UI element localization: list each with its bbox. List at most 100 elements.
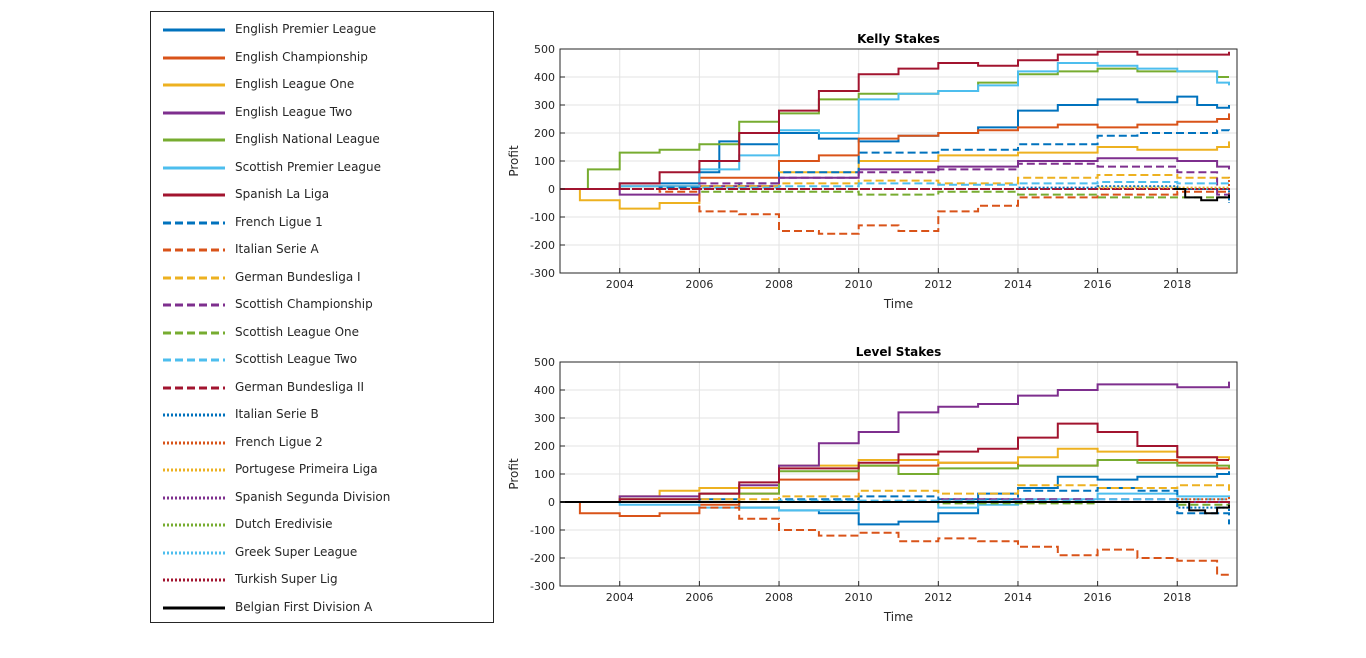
legend-label: English League Two <box>235 104 353 119</box>
legend-entry: English National League <box>151 130 491 150</box>
series-line <box>560 501 1229 576</box>
series-line <box>560 422 1229 503</box>
legend-entry: Greek Super League <box>151 543 491 563</box>
x-tick-label: 2006 <box>685 278 713 291</box>
y-tick-label: 300 <box>534 99 555 112</box>
x-tick-label: 2004 <box>606 278 634 291</box>
series-line <box>560 62 1230 190</box>
series-line <box>560 141 1230 210</box>
series-line <box>560 188 1230 235</box>
legend-swatch <box>163 56 225 59</box>
x-tick-label: 2004 <box>606 591 634 604</box>
legend: English Premier League English Championsh… <box>150 11 494 623</box>
y-tick-label: 100 <box>534 468 555 481</box>
legend-entry: Italian Serie A <box>151 240 491 260</box>
legend-swatch <box>163 138 225 142</box>
series-line <box>560 50 1230 190</box>
series-line <box>560 67 1229 190</box>
series-line <box>1173 188 1230 202</box>
legend-label: Portugese Primeira Liga <box>235 462 378 476</box>
legend-swatch <box>163 83 225 87</box>
x-tick-label: 2006 <box>685 591 713 604</box>
y-tick-label: 200 <box>534 127 555 140</box>
x-tick-label: 2008 <box>765 278 793 291</box>
legend-entry: Scottish League One <box>151 323 491 343</box>
legend-entry: Scottish League Two <box>151 350 491 370</box>
series-line <box>560 484 1230 503</box>
legend-entry: Scottish Championship <box>151 295 491 315</box>
legend-swatch <box>163 193 225 197</box>
x-tick-label: 2014 <box>1004 278 1032 291</box>
legend-label: Scottish Premier League <box>235 159 382 174</box>
legend-label: English National League <box>235 132 380 146</box>
legend-entry: German Bundesliga I <box>151 268 491 288</box>
y-tick-label: 500 <box>534 356 555 369</box>
legend-label: Greek Super League <box>235 544 358 559</box>
legend-entry: English Championship <box>151 48 491 68</box>
legend-label: Italian Serie A <box>235 242 319 256</box>
series-line <box>560 174 1230 190</box>
legend-swatch <box>163 606 225 609</box>
legend-label: Scottish League Two <box>235 352 358 366</box>
legend-swatch <box>163 111 225 114</box>
y-tick-label: 500 <box>534 43 555 56</box>
y-tick-label: -300 <box>530 267 555 280</box>
y-tick-label: -200 <box>530 239 555 252</box>
legend-label: Scottish League One <box>235 324 360 339</box>
y-tick-label: 300 <box>534 412 555 425</box>
legend-label: English Premier League <box>235 22 377 36</box>
y-tick-label: 200 <box>534 440 555 453</box>
legend-entry: French Ligue 2 <box>151 433 491 453</box>
y-tick-label: 0 <box>548 183 555 196</box>
y-axis-label: Profit <box>507 145 521 177</box>
legend-label: Spanish La Liga <box>235 187 330 201</box>
y-tick-label: 400 <box>534 71 555 84</box>
legend-swatch <box>163 303 225 307</box>
legend-label: Scottish Championship <box>235 297 373 311</box>
legend-swatch <box>163 358 225 362</box>
legend-swatch <box>163 248 225 252</box>
x-tick-label: 2014 <box>1004 591 1032 604</box>
chart-title: Level Stakes <box>856 345 941 359</box>
legend-label: Italian Serie B <box>235 407 319 421</box>
y-tick-label: -100 <box>530 524 555 537</box>
x-axis-label: Time <box>883 297 913 311</box>
legend-label: English League One <box>235 77 355 91</box>
legend-entry: English League Two <box>151 103 491 123</box>
legend-entry: Portugese Primeira Liga <box>151 460 491 480</box>
legend-label: English Championship <box>235 49 368 64</box>
legend-label: French Ligue 2 <box>235 434 323 449</box>
x-tick-label: 2018 <box>1163 278 1191 291</box>
legend-label: German Bundesliga I <box>235 269 361 284</box>
legend-swatch <box>163 28 225 32</box>
legend-entry: Italian Serie B <box>151 405 491 425</box>
x-tick-label: 2008 <box>765 591 793 604</box>
legend-label: French Ligue 1 <box>235 214 323 229</box>
y-tick-label: 400 <box>534 384 555 397</box>
chart-0: 2004 2006 2008 2010 2012 2014 2016 2018 -300 -200… <box>507 32 1238 311</box>
x-tick-label: 2016 <box>1084 591 1112 604</box>
legend-label: Turkish Super Lig <box>235 572 338 586</box>
y-tick-label: -300 <box>530 580 555 593</box>
legend-entry: English Premier League <box>151 20 491 40</box>
x-tick-label: 2012 <box>924 591 952 604</box>
legend-swatch <box>163 221 225 224</box>
legend-swatch <box>163 166 225 169</box>
x-tick-label: 2016 <box>1084 278 1112 291</box>
legend-swatch <box>163 276 225 279</box>
y-tick-label: -200 <box>530 552 555 565</box>
y-tick-label: 0 <box>548 496 555 509</box>
series-line <box>560 447 1230 503</box>
x-axis-label: Time <box>883 610 913 624</box>
x-tick-label: 2010 <box>845 591 873 604</box>
legend-entry: French Ligue 1 <box>151 213 491 233</box>
x-tick-label: 2012 <box>924 278 952 291</box>
legend-swatch <box>163 386 225 389</box>
legend-label: Spanish Segunda Division <box>235 489 391 504</box>
legend-entry: Dutch Eredivisie <box>151 515 491 535</box>
y-tick-label: 100 <box>534 155 555 168</box>
series-line <box>560 188 1230 201</box>
chart-title: Kelly Stakes <box>857 32 940 46</box>
legend-swatch <box>163 331 225 334</box>
